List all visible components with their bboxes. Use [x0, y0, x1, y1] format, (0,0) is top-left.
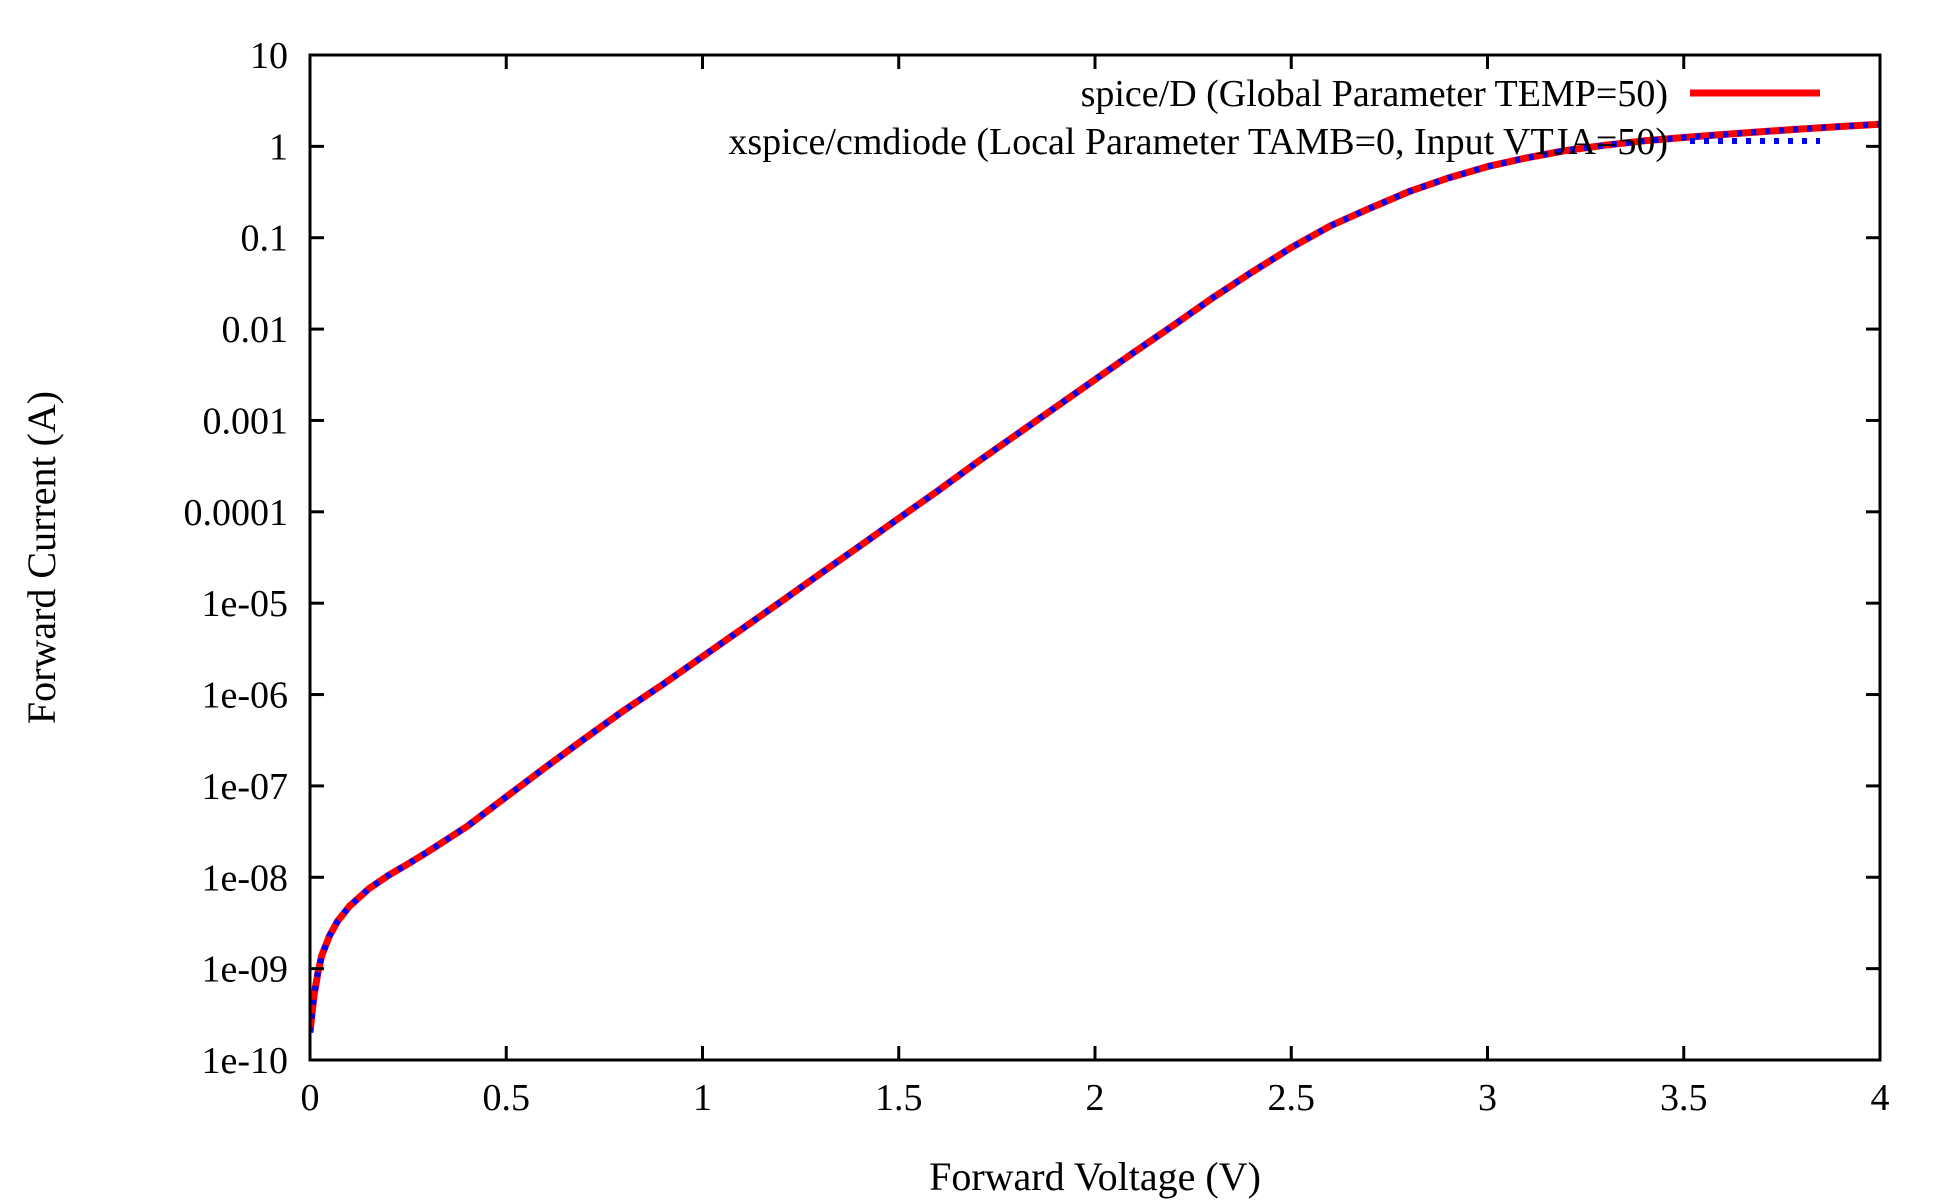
series-layer: [310, 120, 1880, 1033]
y-tick-label: 1e-07: [201, 766, 288, 808]
legend-label-spice-d: spice/D (Global Parameter TEMP=50): [1081, 73, 1668, 115]
x-tick-label: 0: [301, 1077, 320, 1119]
y-tick-label: 1e-09: [201, 949, 288, 991]
x-tick-label: 1: [693, 1077, 712, 1119]
y-tick-label: 10: [250, 35, 288, 77]
x-tick-label: 1.5: [875, 1077, 923, 1119]
legend-label-xspice-cmdiode: xspice/cmdiode (Local Parameter TAMB=0, …: [728, 121, 1668, 163]
x-tick-label: 2.5: [1268, 1077, 1316, 1119]
x-tick-label: 2: [1086, 1077, 1105, 1119]
y-tick-label: 1e-10: [201, 1040, 288, 1082]
y-tick-label: 1: [269, 126, 288, 168]
tick-labels-layer: 0 0.5 1 1.5 2 2.5 3 3.5 4 1e-10 1e-09 1e-08 1e-07 1e-…: [184, 35, 1890, 1119]
y-tick-label: 0.01: [222, 309, 289, 351]
x-axis-label: Forward Voltage (V): [929, 1154, 1261, 1199]
y-axis-label: Forward Current (A): [19, 391, 64, 724]
y-tick-label: 0.0001: [184, 492, 289, 534]
series-line-xspice-cmdiode: [310, 121, 1880, 1033]
legend: spice/D (Global Parameter TEMP=50) xspic…: [728, 73, 1820, 163]
y-tick-label: 0.001: [203, 400, 289, 442]
x-tick-label: 4: [1871, 1077, 1890, 1119]
y-tick-label: 1e-05: [201, 583, 288, 625]
y-tick-label: 1e-08: [201, 857, 288, 899]
x-tick-label: 0.5: [483, 1077, 531, 1119]
y-tick-label: 1e-06: [201, 675, 288, 717]
x-tick-label: 3.5: [1660, 1077, 1708, 1119]
ticks-layer: [308, 53, 1882, 1062]
y-tick-label: 0.1: [241, 218, 289, 260]
plot-frame: [308, 53, 1882, 1062]
x-tick-label: 3: [1478, 1077, 1497, 1119]
